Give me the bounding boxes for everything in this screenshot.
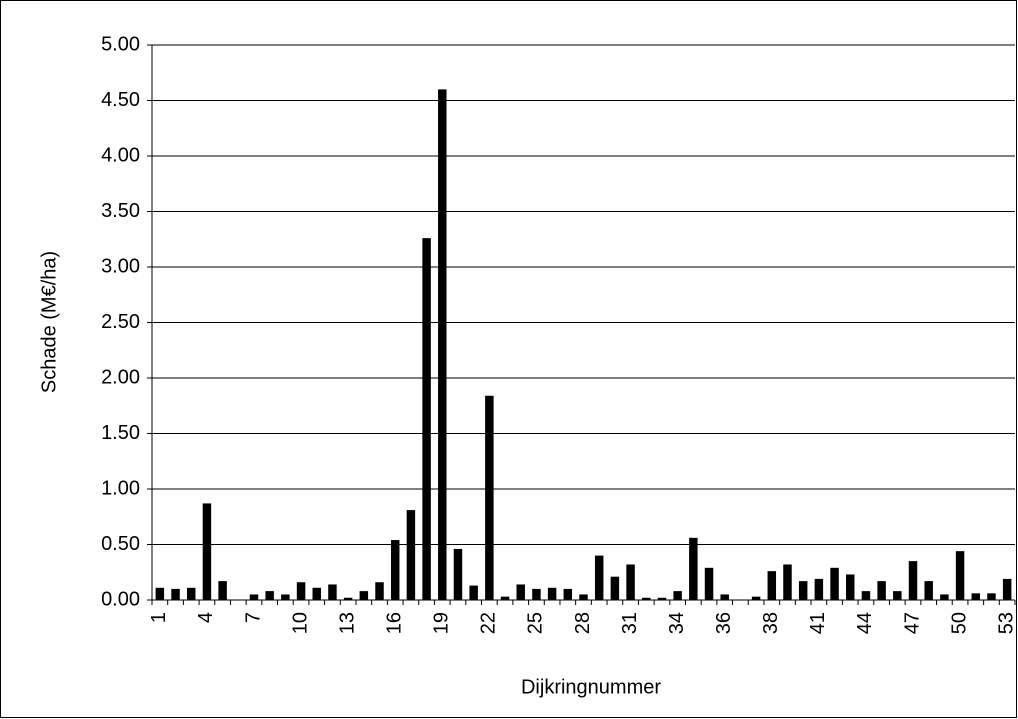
bar	[798, 581, 808, 600]
bar	[406, 510, 416, 600]
bar	[704, 567, 714, 600]
bar	[610, 576, 620, 600]
x-tick-label: 31	[619, 612, 641, 634]
bar	[751, 596, 761, 600]
bar	[657, 597, 667, 600]
x-tick-label: 53	[995, 612, 1017, 634]
y-tick-label: 3.50	[101, 200, 140, 222]
bar	[846, 574, 855, 600]
bar	[642, 597, 651, 600]
bar	[955, 551, 965, 600]
bar	[328, 584, 337, 600]
bar	[830, 567, 839, 600]
x-tick-label: 47	[901, 612, 923, 634]
bar	[390, 540, 400, 600]
y-tick-label: 5.00	[101, 33, 140, 55]
bar	[689, 537, 698, 600]
bar	[438, 89, 447, 601]
x-axis-label: Dijkringnummer	[521, 676, 661, 698]
y-tick-label: 4.50	[101, 89, 140, 111]
bar	[673, 591, 682, 600]
bar	[249, 594, 259, 600]
bar	[579, 594, 588, 600]
bar	[202, 503, 212, 600]
bar	[343, 597, 353, 600]
bar	[1002, 578, 1012, 600]
x-tick-label: 44	[854, 612, 876, 634]
x-tick-label: 22	[478, 612, 500, 634]
y-tick-label: 1.50	[101, 422, 140, 444]
x-tick-label: 1	[148, 612, 170, 623]
bar	[987, 593, 996, 600]
bar	[453, 548, 463, 600]
x-tick-label: 50	[948, 612, 970, 634]
y-tick-label: 0.00	[101, 588, 140, 610]
bar	[626, 564, 635, 600]
bar	[281, 594, 290, 600]
bar	[155, 587, 165, 600]
x-tick-label: 36	[713, 612, 735, 634]
y-tick-label: 3.00	[101, 255, 140, 277]
bar	[971, 593, 981, 600]
x-tick-label: 13	[336, 612, 358, 634]
bar	[296, 582, 306, 600]
bar	[359, 591, 369, 600]
bar	[908, 561, 918, 600]
bar	[877, 581, 886, 600]
bar	[265, 591, 274, 600]
x-tick-label: 28	[572, 612, 594, 634]
bar	[893, 591, 902, 600]
bar	[469, 585, 478, 600]
y-tick-label: 0.50	[101, 533, 140, 555]
bar	[516, 584, 525, 600]
bar	[861, 591, 871, 600]
bar	[594, 555, 604, 600]
bar	[218, 581, 227, 600]
bar	[563, 588, 573, 600]
bar	[375, 582, 384, 600]
bar	[500, 596, 510, 600]
bar	[940, 594, 949, 600]
bar	[814, 578, 824, 600]
x-tick-label: 10	[289, 612, 311, 634]
y-tick-label: 4.00	[101, 144, 140, 166]
bar	[767, 571, 777, 600]
bar	[422, 238, 431, 600]
bar	[783, 564, 792, 600]
x-tick-label: 16	[383, 612, 405, 634]
bar	[186, 587, 196, 600]
x-tick-label: 38	[760, 612, 782, 634]
x-tick-label: 34	[666, 612, 688, 634]
y-axis-label: Schade (M€/ha)	[38, 251, 60, 393]
x-tick-label: 19	[431, 612, 453, 634]
y-tick-label: 2.50	[101, 311, 140, 333]
bar	[720, 594, 729, 600]
y-tick-label: 1.00	[101, 477, 140, 499]
x-tick-label: 25	[525, 612, 547, 634]
bar	[547, 587, 557, 600]
y-tick-label: 2.00	[101, 366, 140, 388]
bar	[171, 588, 180, 600]
bar	[312, 587, 321, 600]
x-tick-label: 4	[195, 612, 217, 623]
bar	[532, 588, 541, 600]
x-tick-label: 7	[242, 612, 264, 623]
x-tick-label: 41	[807, 612, 829, 634]
bar	[485, 395, 494, 600]
bar	[924, 581, 933, 600]
